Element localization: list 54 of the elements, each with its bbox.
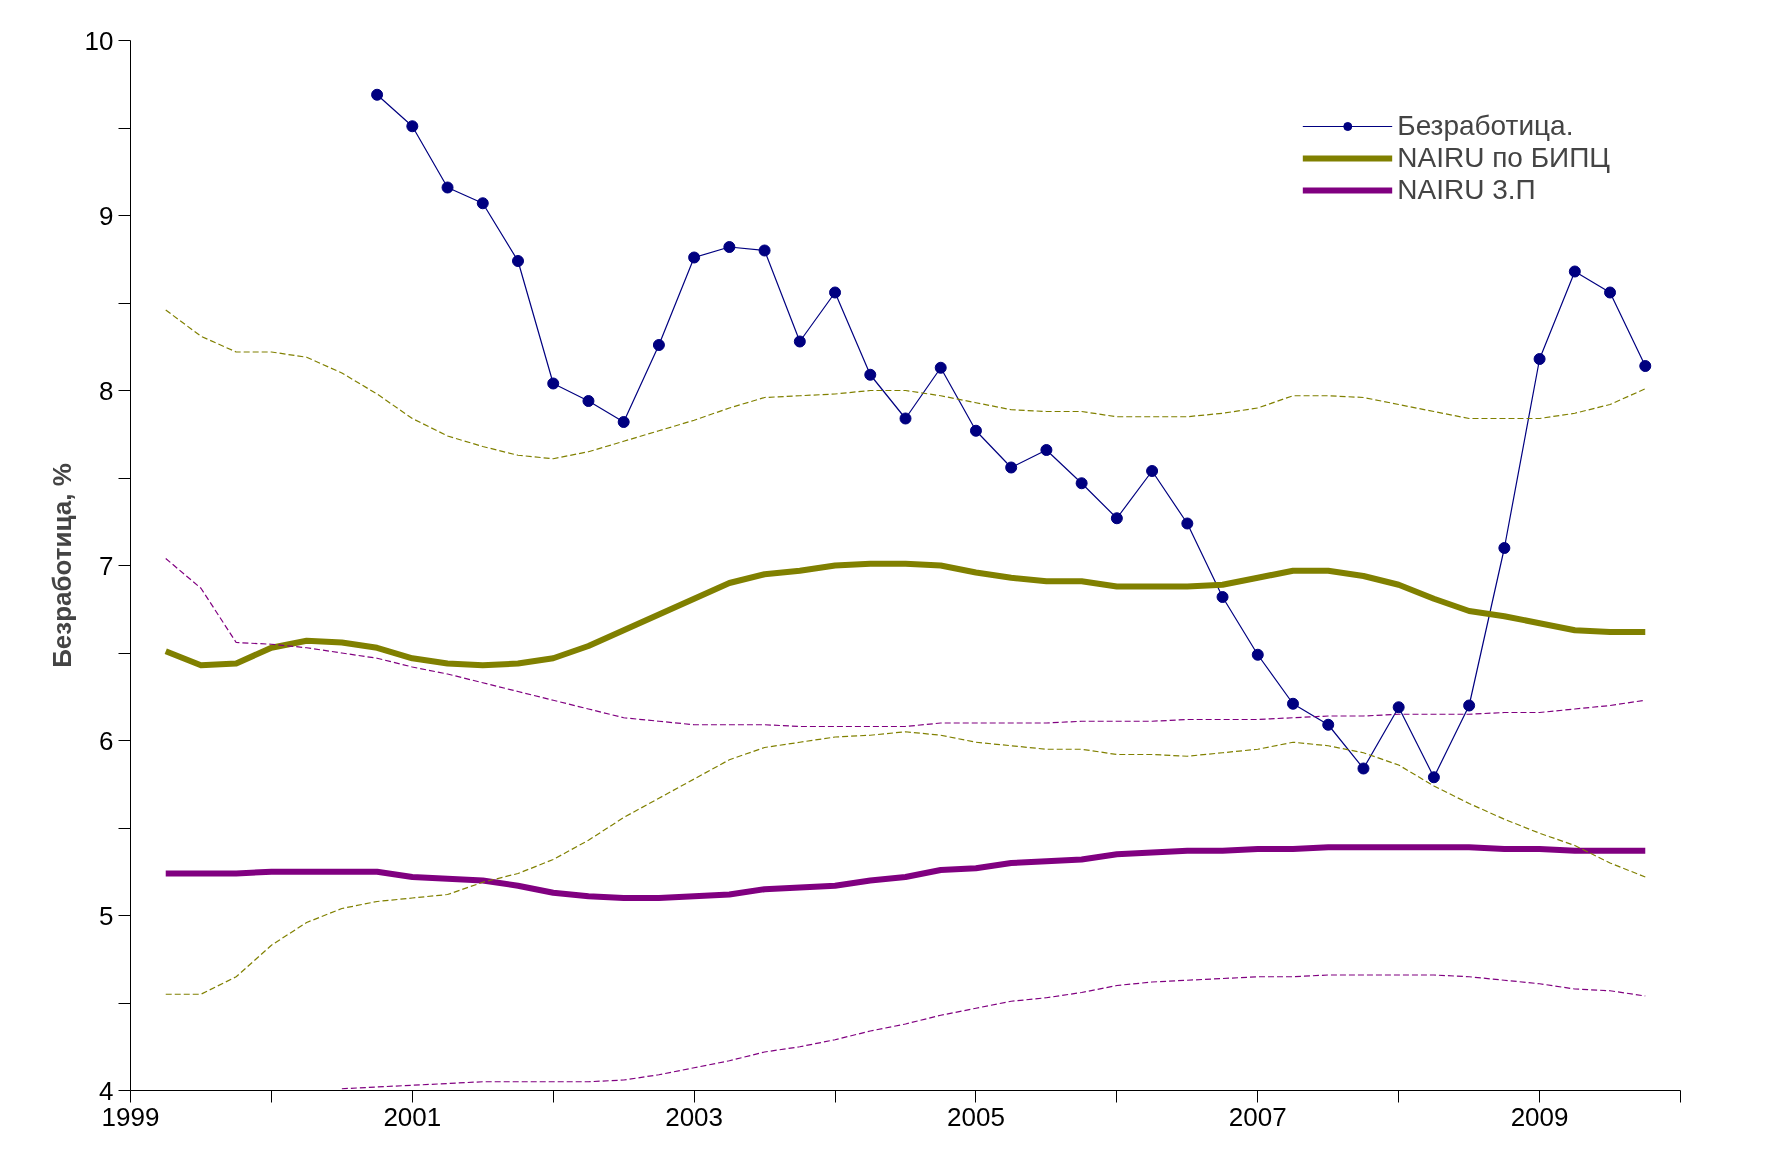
point xyxy=(688,251,701,264)
point xyxy=(512,255,524,267)
point xyxy=(829,286,842,299)
y-tick-label: 9 xyxy=(99,200,114,231)
point xyxy=(1216,591,1229,603)
point xyxy=(1181,517,1194,530)
point xyxy=(406,120,419,133)
point xyxy=(1392,701,1405,714)
y-axis-title: Безработица, % xyxy=(46,463,77,668)
x-tick-label: 2001 xyxy=(383,1101,442,1132)
point xyxy=(1498,542,1511,554)
point xyxy=(1322,718,1335,731)
x-tick-label: 2005 xyxy=(947,1101,1005,1132)
y-tick-label: 6 xyxy=(99,725,114,756)
point xyxy=(547,377,560,390)
point xyxy=(1005,461,1018,474)
point xyxy=(441,181,454,194)
point xyxy=(1287,697,1299,710)
point xyxy=(1146,465,1159,477)
x-tick-label: 2009 xyxy=(1510,1101,1569,1132)
point xyxy=(1568,265,1581,278)
point xyxy=(371,88,384,101)
x-tick-label: 2003 xyxy=(665,1101,724,1132)
y-tick-label: 10 xyxy=(84,25,114,56)
point xyxy=(582,395,595,407)
point xyxy=(1533,353,1546,365)
point xyxy=(1110,512,1123,525)
point xyxy=(1075,477,1088,490)
point xyxy=(793,335,806,348)
point xyxy=(899,412,912,425)
point xyxy=(758,244,771,257)
legend-label: NAIRU 3.П xyxy=(1397,174,1536,206)
point xyxy=(652,339,665,351)
point xyxy=(723,241,736,253)
point xyxy=(1427,771,1440,784)
y-tick-label: 8 xyxy=(99,375,114,406)
point xyxy=(934,361,947,374)
line-series xyxy=(165,309,1646,460)
point xyxy=(476,197,489,210)
point xyxy=(969,424,982,437)
point xyxy=(1040,444,1053,456)
y-tick-label: 5 xyxy=(99,900,114,931)
legend-label: NAIRU по БИПЦ xyxy=(1397,142,1610,174)
legend-label: Безработица. xyxy=(1397,110,1574,142)
point xyxy=(864,368,877,381)
point xyxy=(1604,286,1617,299)
point xyxy=(1463,699,1476,712)
y-tick-label: 7 xyxy=(99,550,114,581)
x-tick-label: 2007 xyxy=(1228,1101,1287,1132)
point xyxy=(1639,360,1652,372)
line-series xyxy=(165,731,1646,995)
point xyxy=(1357,762,1370,775)
point xyxy=(1251,648,1264,661)
point xyxy=(617,416,630,428)
